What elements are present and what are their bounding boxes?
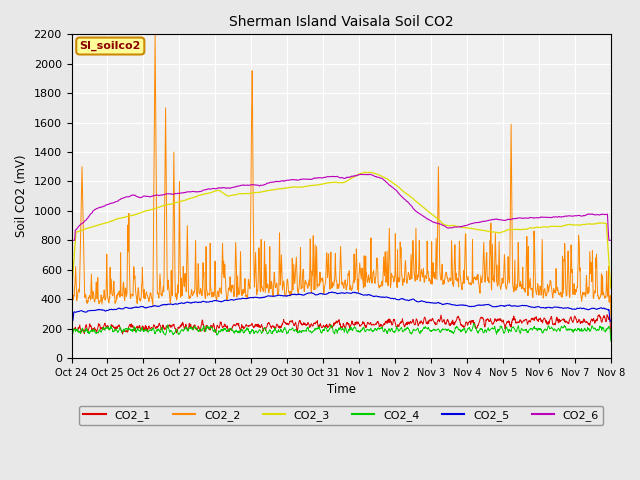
CO2_6 [495,217,503,223]
Legend: CO2_1, CO2_2, CO2_3, CO2_4, CO2_5, CO2_6: CO2_1, CO2_2, CO2_3, CO2_4, CO2_5, CO2_6 [79,406,604,425]
CO2_2 [607,314,614,320]
CO2_5 [248,295,255,300]
Line: CO2_5: CO2_5 [72,292,611,321]
CO2_2 [495,260,503,265]
CO2_3 [248,190,255,196]
CO2_2 [188,287,196,293]
CO2_1 [425,321,433,326]
CO2_5 [188,300,195,305]
X-axis label: Time: Time [326,383,356,396]
CO2_6 [248,181,255,187]
CO2_3 [361,169,369,175]
CO2_4 [495,327,503,333]
CO2_3 [425,209,433,215]
CO2_5 [175,301,182,307]
CO2_4 [607,338,614,344]
Line: CO2_4: CO2_4 [72,324,611,343]
Line: CO2_3: CO2_3 [72,172,611,292]
CO2_3 [543,224,551,230]
Title: Sherman Island Vaisala Soil CO2: Sherman Island Vaisala Soil CO2 [229,15,454,29]
CO2_6 [607,238,614,243]
CO2_2 [248,68,256,73]
Line: CO2_6: CO2_6 [72,174,611,240]
CO2_1 [543,320,550,326]
CO2_5 [495,303,503,309]
CO2_4 [248,326,255,332]
CO2_2 [68,296,76,302]
Line: CO2_1: CO2_1 [72,315,611,339]
CO2_1 [248,321,255,327]
CO2_2 [543,289,551,295]
CO2_3 [495,230,503,236]
CO2_2 [175,267,182,273]
CO2_5 [607,318,614,324]
CO2_2 [425,278,433,284]
CO2_3 [68,289,76,295]
CO2_6 [425,217,433,223]
CO2_1 [68,336,76,342]
CO2_6 [188,189,195,194]
CO2_4 [175,332,182,337]
CO2_4 [470,321,477,326]
Line: CO2_2: CO2_2 [72,35,611,317]
CO2_1 [175,324,182,330]
CO2_3 [607,286,614,291]
CO2_4 [543,327,551,333]
CO2_6 [365,171,373,177]
CO2_3 [175,199,182,205]
CO2_4 [188,324,195,330]
CO2_3 [188,195,195,201]
CO2_1 [607,334,614,340]
Text: SI_soilco2: SI_soilco2 [79,41,141,51]
CO2_1 [604,312,611,318]
CO2_4 [425,325,433,331]
CO2_2 [151,32,159,37]
CO2_1 [188,324,195,330]
CO2_5 [425,300,433,305]
CO2_5 [328,289,336,295]
CO2_6 [68,238,76,243]
Y-axis label: Soil CO2 (mV): Soil CO2 (mV) [15,155,28,238]
CO2_5 [543,305,551,311]
CO2_6 [543,215,551,220]
CO2_6 [175,191,182,196]
CO2_4 [68,340,76,346]
CO2_5 [68,318,76,324]
CO2_1 [495,318,503,324]
